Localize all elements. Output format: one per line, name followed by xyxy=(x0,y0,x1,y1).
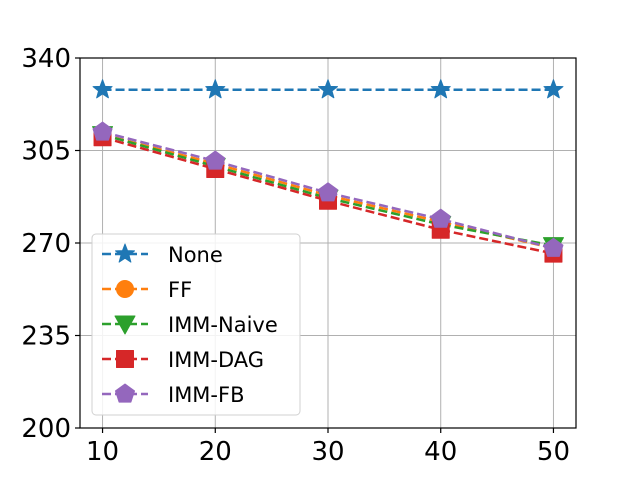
data-point-imm-fb xyxy=(430,208,451,228)
legend-label-imm-naive: IMM-Naive xyxy=(168,313,278,337)
legend-item-none: None xyxy=(102,243,223,267)
data-point-imm-fb xyxy=(92,121,113,141)
legend-marker-imm-naive xyxy=(114,315,136,335)
series-layer xyxy=(92,79,564,263)
data-point-imm-fb xyxy=(205,150,226,170)
legend-label-imm-dag: IMM-DAG xyxy=(168,348,264,372)
data-point-imm-fb xyxy=(317,182,339,202)
y-tick-label: 235 xyxy=(21,322,71,352)
legend-label-ff: FF xyxy=(168,278,192,302)
legend-marker-none xyxy=(114,243,136,263)
x-tick-label: 50 xyxy=(537,437,570,467)
data-point-none xyxy=(205,79,226,99)
legend-item-imm-dag: IMM-DAG xyxy=(102,348,264,372)
legend-marker-imm-dag xyxy=(116,350,134,368)
y-tick-label: 200 xyxy=(21,414,71,444)
data-point-imm-fb xyxy=(543,237,564,257)
axes: 10 20 30 40 50 200 235 270 305 340 xyxy=(21,44,570,467)
legend-item-imm-fb: IMM-FB xyxy=(102,383,245,407)
y-tick-label: 270 xyxy=(21,229,71,259)
x-tick-label: 20 xyxy=(199,437,232,467)
legend-box xyxy=(91,233,301,416)
series-none xyxy=(92,79,564,99)
legend-item-ff: FF xyxy=(102,278,192,302)
data-point-none xyxy=(543,79,564,99)
legend-marker-imm-fb xyxy=(114,383,136,403)
legend-item-imm-naive: IMM-Naive xyxy=(102,313,278,337)
data-point-none xyxy=(430,79,451,99)
legend-marker-ff xyxy=(116,280,134,298)
data-point-none xyxy=(92,79,113,99)
data-point-none xyxy=(317,79,339,99)
y-tick-label: 340 xyxy=(21,44,71,74)
x-tick-label: 10 xyxy=(86,437,119,467)
x-tick-label: 40 xyxy=(424,437,457,467)
series-imm-fb xyxy=(92,121,564,257)
legend-label-imm-fb: IMM-FB xyxy=(168,383,245,407)
legend: None FF IMM-Naive IMM-DAG IMM-FB xyxy=(91,233,301,416)
x-tick-label: 30 xyxy=(311,437,344,467)
legend-label-none: None xyxy=(168,243,223,267)
y-tick-label: 305 xyxy=(21,137,71,167)
